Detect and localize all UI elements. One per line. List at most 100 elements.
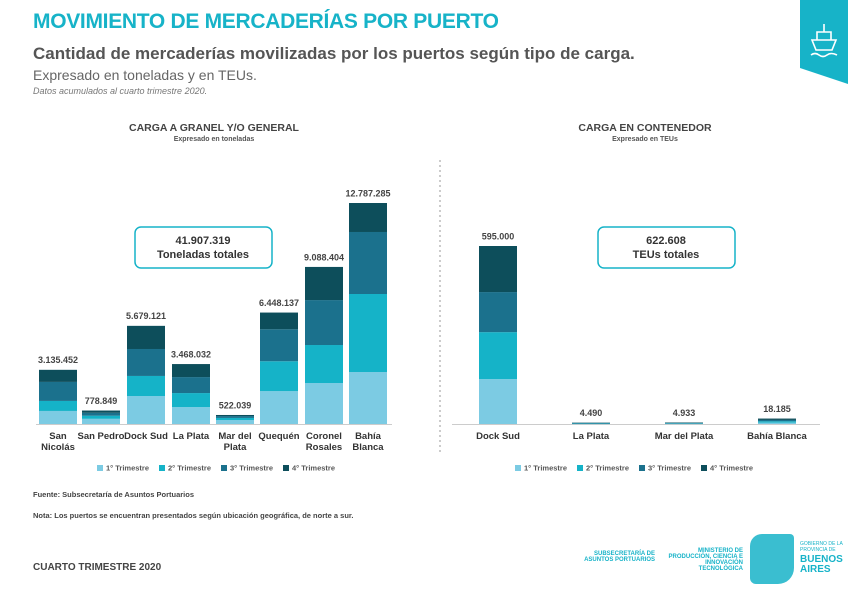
- bar-segment: [216, 414, 254, 417]
- total-label: 12.787.285: [345, 188, 390, 198]
- legend-swatch: [577, 465, 583, 471]
- total-label: 778.849: [85, 396, 118, 406]
- bar-segment: [39, 381, 77, 401]
- bar-segment: [305, 266, 343, 301]
- bar-segment: [479, 292, 517, 333]
- chart-subtitle: Expresado en toneladas: [174, 136, 255, 143]
- logo-gobierno: GOBIERNO DE LA PROVINCIA DE: [800, 541, 843, 553]
- bar-segment: [82, 415, 120, 419]
- bar-segment: [172, 377, 210, 394]
- logo-ministerio: MINISTERIO DE PRODUCCIÓN, CIENCIA E INNO…: [668, 548, 743, 572]
- bar-segment: [260, 312, 298, 330]
- bar-segment: [479, 379, 517, 424]
- note: Nota: Los puertos se encuentran presenta…: [33, 511, 354, 520]
- bar-segment: [127, 375, 165, 397]
- bar-segment: [216, 416, 254, 418]
- bar-segment: [305, 383, 343, 424]
- bar-segment: [665, 423, 703, 425]
- legend-swatch: [159, 465, 165, 471]
- bar-segment: [572, 422, 610, 424]
- total-label: 18.185: [763, 404, 791, 414]
- total-label: 595.000: [482, 231, 515, 241]
- legend-label: 4° Trimestre: [292, 463, 335, 472]
- bar-segment: [572, 423, 610, 425]
- chart-title: CARGA A GRANEL Y/O GENERAL: [129, 122, 300, 134]
- bar-segment: [758, 421, 796, 423]
- legend-swatch: [639, 465, 645, 471]
- bar-segment: [39, 400, 77, 411]
- bar-segment: [39, 369, 77, 382]
- chart-title: CARGA EN CONTENEDOR: [578, 122, 712, 134]
- logo-buenos-aires: BUENOS AIRES: [800, 554, 843, 575]
- bar-segment: [260, 391, 298, 424]
- category-label: Bahía Blanca: [352, 431, 384, 453]
- category-label: La Plata: [172, 431, 210, 442]
- legend-swatch: [221, 465, 227, 471]
- bar-segment: [216, 417, 254, 421]
- bar-segment: [127, 348, 165, 376]
- category-label: Quequén: [258, 431, 300, 442]
- legend-label: 1° Trimestre: [524, 463, 567, 472]
- summary-box: [134, 226, 273, 269]
- logo-badge: [800, 0, 848, 84]
- period: CUARTO TRIMESTRE 2020: [33, 562, 162, 573]
- total-label: 6.448.137: [259, 298, 299, 308]
- total-label: 5.679.121: [126, 311, 166, 321]
- bar-segment: [172, 364, 210, 378]
- bar-segment: [172, 393, 210, 408]
- legend-label: 4° Trimestre: [710, 463, 753, 472]
- source: Fuente: Subsecretaría de Asuntos Portuar…: [33, 490, 195, 499]
- chart-subtitle: Expresado en TEUs: [612, 136, 678, 143]
- bar-segment: [479, 246, 517, 293]
- summary-box: [597, 226, 736, 269]
- bar-segment: [216, 420, 254, 424]
- category-label: Coronel Rosales: [305, 431, 343, 453]
- category-label: La Plata: [572, 431, 610, 442]
- unit-note: Expresado en toneladas y en TEUs.: [33, 67, 257, 83]
- logo-subsecretaria: SUBSECRETARÍA DE ASUNTOS PORTUARIOS: [584, 551, 655, 563]
- total-label: 3.468.032: [171, 349, 211, 359]
- total-label: 4.490: [580, 408, 603, 418]
- bar-segment: [665, 422, 703, 424]
- bar-segment: [82, 410, 120, 413]
- bar-segment: [665, 423, 703, 424]
- legend-swatch: [283, 465, 289, 471]
- legend-label: 2° Trimestre: [168, 463, 211, 472]
- bar-segment: [82, 412, 120, 416]
- bar-segment: [260, 329, 298, 362]
- total-label: 4.933: [673, 408, 696, 418]
- ship-icon: [810, 24, 838, 58]
- province-map: [750, 534, 794, 584]
- legend-label: 2° Trimestre: [586, 463, 629, 472]
- title: MOVIMIENTO DE MERCADERÍAS POR PUERTO: [33, 10, 499, 33]
- bar-segment: [758, 418, 796, 420]
- bar-segment: [260, 361, 298, 392]
- bar-segment: [572, 423, 610, 424]
- legend-label: 1° Trimestre: [106, 463, 149, 472]
- bar-segment: [758, 422, 796, 424]
- summary-label: TEUs totales: [633, 249, 700, 261]
- bar-segment: [349, 293, 387, 372]
- bar-segment: [758, 419, 796, 422]
- bar-segment: [572, 422, 610, 424]
- summary-label: Toneladas totales: [157, 249, 249, 261]
- bar-segment: [127, 325, 165, 349]
- bar-segment: [349, 203, 387, 232]
- legend-swatch: [97, 465, 103, 471]
- date-note: Datos acumulados al cuarto trimestre 202…: [33, 86, 208, 96]
- bar-segment: [305, 300, 343, 346]
- bar-segment: [349, 231, 387, 294]
- bar-segment: [172, 407, 210, 424]
- total-label: 9.088.404: [304, 252, 344, 262]
- legend-label: 3° Trimestre: [648, 463, 691, 472]
- total-label: 3.135.452: [38, 355, 78, 365]
- legend-swatch: [515, 465, 521, 471]
- category-label: San Nicolás: [41, 431, 75, 453]
- category-label: Bahía Blanca: [747, 431, 807, 442]
- category-label: Mar del Plata: [654, 431, 714, 442]
- bar-segment: [82, 418, 120, 424]
- bar-segment: [39, 410, 77, 424]
- category-label: Dock Sud: [476, 431, 520, 442]
